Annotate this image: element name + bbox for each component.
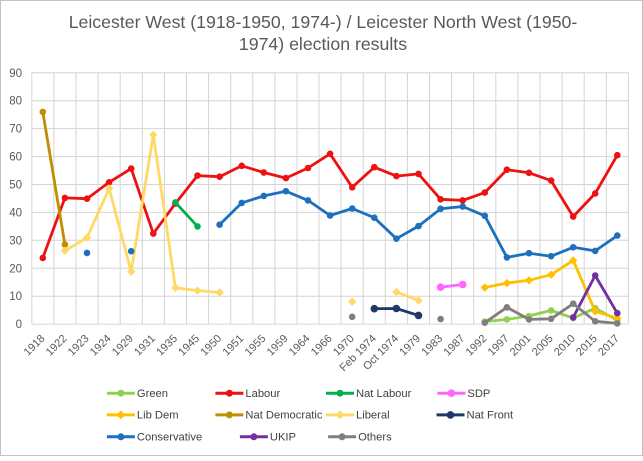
svg-text:70: 70 (9, 124, 22, 136)
svg-text:Leicester West (1918-1950, 197: Leicester West (1918-1950, 1974-) / Leic… (69, 12, 578, 32)
svg-text:Others: Others (358, 432, 392, 444)
svg-text:30: 30 (9, 235, 22, 247)
svg-text:Labour: Labour (245, 388, 280, 400)
svg-text:Nat Front: Nat Front (467, 410, 515, 422)
svg-text:Green: Green (137, 388, 168, 400)
svg-text:1974) election results: 1974) election results (239, 34, 407, 54)
svg-text:50: 50 (9, 180, 22, 192)
svg-text:40: 40 (9, 207, 22, 219)
svg-text:SDP: SDP (467, 388, 490, 400)
svg-text:Nat Labour: Nat Labour (356, 388, 412, 400)
svg-text:60: 60 (9, 152, 22, 164)
svg-text:Liberal: Liberal (356, 410, 390, 422)
svg-text:20: 20 (9, 263, 22, 275)
svg-text:80: 80 (9, 96, 22, 108)
svg-text:Lib Dem: Lib Dem (137, 410, 179, 422)
svg-text:UKIP: UKIP (270, 432, 296, 444)
svg-text:90: 90 (9, 68, 22, 80)
svg-text:Nat Democratic: Nat Democratic (245, 410, 322, 422)
svg-text:Conservative: Conservative (137, 432, 202, 444)
svg-text:0: 0 (16, 319, 22, 331)
svg-text:10: 10 (9, 291, 22, 303)
